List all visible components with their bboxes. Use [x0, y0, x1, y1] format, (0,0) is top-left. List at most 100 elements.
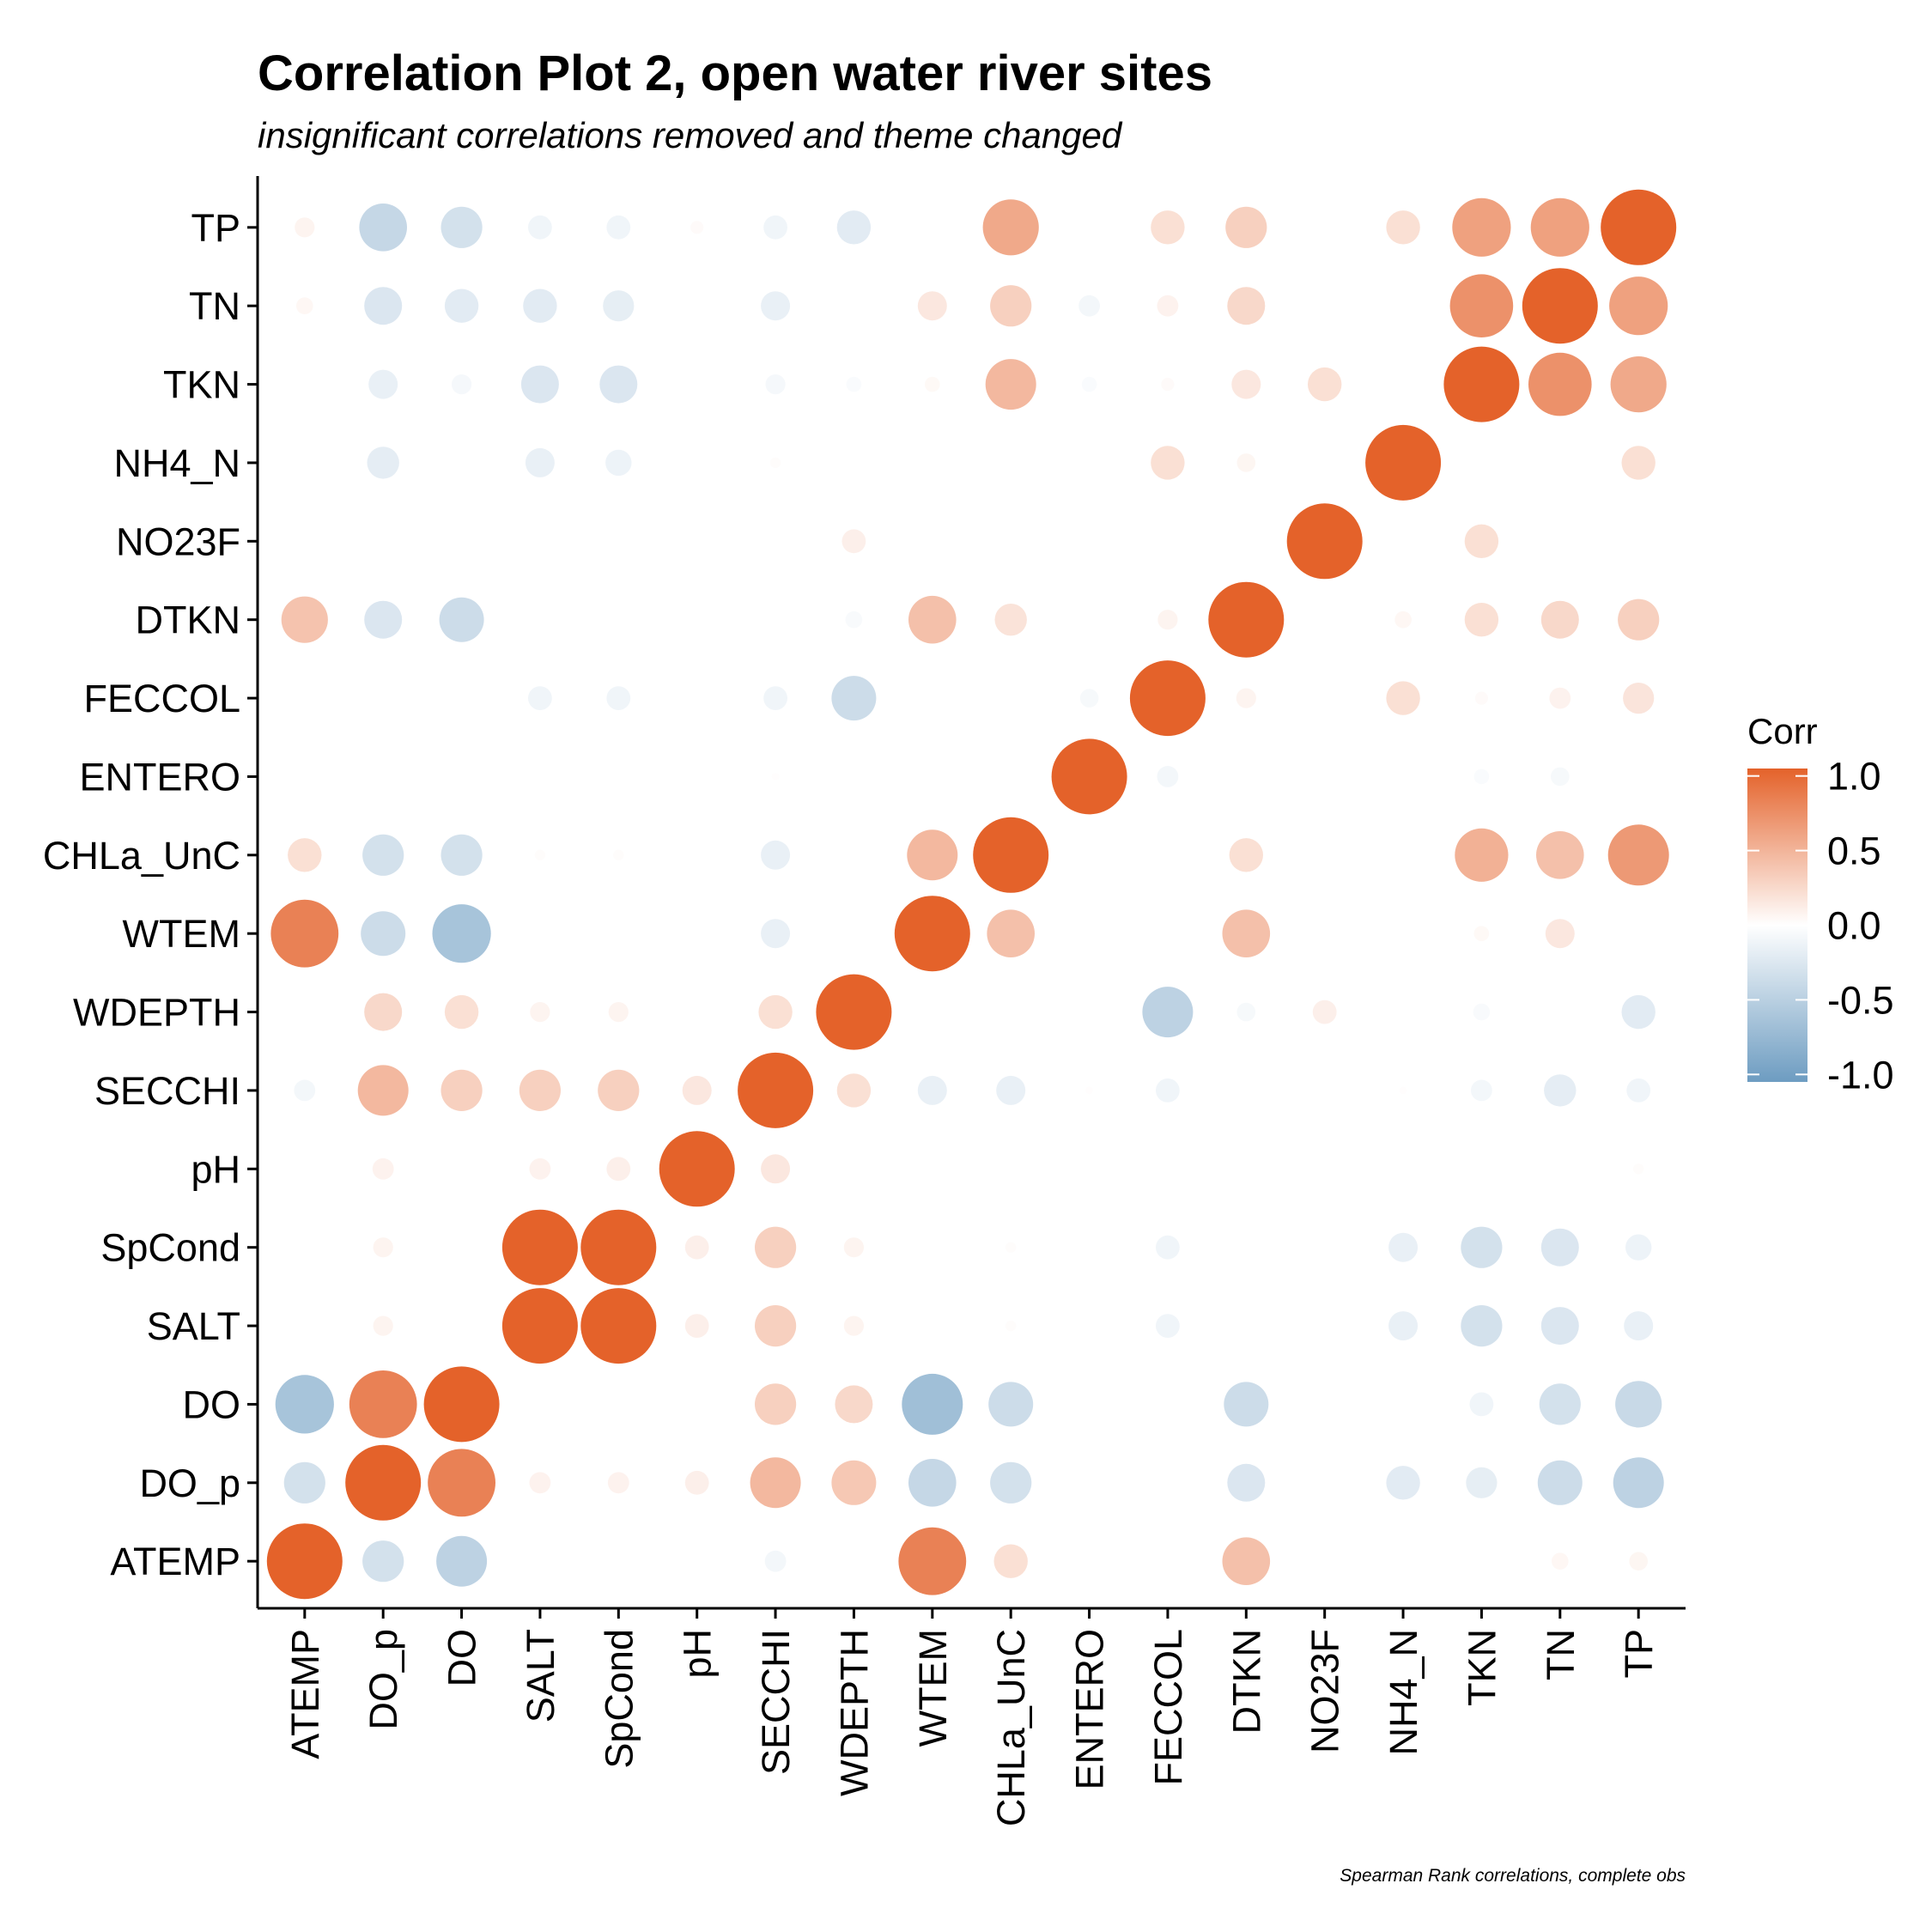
corr-circle-WTEM-WTEM	[894, 896, 970, 972]
corr-circle-CHLa_UnC-DO_p	[362, 834, 404, 876]
legend-title: Corr	[1747, 711, 1818, 751]
corr-circle-DTKN-NH4_N	[1394, 611, 1412, 629]
chart-subtitle: insignificant correlations removed and t…	[258, 115, 1123, 155]
corr-circle-DO-TN	[1539, 1383, 1581, 1425]
corr-circle-DO-TP	[1615, 1381, 1662, 1428]
corr-circle-WTEM-DO	[432, 904, 491, 963]
corr-circle-DO_p-TN	[1537, 1460, 1583, 1505]
corr-circle-TN-DTKN	[1227, 287, 1266, 325]
corr-circle-SpCond-CHLa_UnC	[1005, 1242, 1017, 1253]
corr-circle-DTKN-DTKN	[1208, 581, 1285, 658]
corr-circle-SECCHI-pH	[682, 1075, 712, 1105]
corr-circle-SECCHI-ENTERO	[1085, 1086, 1093, 1095]
corr-circle-SECCHI-SECCHI	[738, 1052, 814, 1128]
corr-circle-DO-ATEMP	[275, 1375, 334, 1434]
corr-circle-SECCHI-TN	[1544, 1074, 1577, 1107]
corr-circle-NH4_N-TP	[1621, 446, 1656, 480]
corr-circle-WTEM-ATEMP	[270, 899, 339, 968]
corr-circle-FECCOL-TP	[1623, 683, 1655, 714]
corr-circle-DO_p-WTEM	[908, 1459, 957, 1507]
corr-circle-SECCHI-TKN	[1471, 1079, 1492, 1102]
x-tick-label-pH: pH	[676, 1629, 720, 1679]
corr-circle-SpCond-pH	[684, 1235, 709, 1260]
corr-circle-DO_p-pH	[684, 1470, 709, 1495]
corr-circle-TP-DO	[440, 206, 483, 248]
corr-circle-NO23F-NO23F	[1286, 503, 1363, 580]
corr-circle-TP-ATEMP	[295, 217, 315, 238]
corr-circle-DO-CHLa_UnC	[988, 1382, 1034, 1427]
corr-circle-ENTERO-SECCHI	[771, 773, 780, 781]
corr-circle-TN-DO_p	[364, 287, 403, 325]
legend: Corr 1.0 0.5 0.0 -0.5 -1.0	[1747, 711, 1894, 1097]
y-tick-label-TN: TN	[189, 284, 240, 328]
corr-circle-pH-SpCond	[606, 1157, 631, 1182]
corr-circle-TN-DO	[444, 289, 479, 323]
y-tick-label-SALT: SALT	[147, 1304, 240, 1348]
corr-circle-TKN-SECCHI	[765, 374, 786, 395]
corr-circle-SALT-SECCHI	[755, 1305, 797, 1347]
corr-circle-TKN-TP	[1610, 356, 1667, 413]
y-tick-label-CHLa_UnC: CHLa_UnC	[43, 834, 240, 878]
corr-circle-DO_p-DTKN	[1227, 1463, 1266, 1502]
corr-circle-SECCHI-TP	[1626, 1078, 1651, 1103]
corr-circle-CHLa_UnC-ATEMP	[288, 838, 322, 872]
corr-circle-SALT-DO_p	[373, 1315, 393, 1336]
corr-circle-DO_p-SpCond	[607, 1472, 629, 1494]
corr-circle-pH-SECCHI	[761, 1154, 791, 1184]
corr-circle-DO-DO_p	[349, 1370, 417, 1438]
corr-circle-pH-TP	[1633, 1163, 1644, 1175]
corr-circle-TKN-TKN	[1443, 346, 1520, 422]
corr-circle-WDEPTH-TP	[1621, 994, 1656, 1030]
corr-circle-FECCOL-WDEPTH	[831, 676, 877, 721]
corr-circle-NH4_N-DO_p	[367, 447, 399, 479]
corr-circle-ATEMP-DO	[436, 1535, 488, 1587]
corr-circle-WTEM-CHLa_UnC	[987, 909, 1035, 957]
corr-circle-ENTERO-FECCOL	[1157, 766, 1179, 787]
corr-circle-FECCOL-SALT	[528, 686, 552, 710]
corr-circle-TP-pH	[690, 221, 704, 234]
x-tick-label-SECCHI: SECCHI	[754, 1629, 798, 1775]
corr-circle-DO-TKN	[1469, 1392, 1494, 1417]
corr-circle-WDEPTH-FECCOL	[1142, 987, 1194, 1038]
corr-circle-DTKN-DO	[439, 597, 484, 642]
corr-circle-SpCond-DO_p	[373, 1237, 393, 1258]
x-tick-label-WDEPTH: WDEPTH	[832, 1629, 876, 1796]
corr-circle-NO23F-WDEPTH	[841, 529, 866, 554]
corr-circle-SALT-TN	[1540, 1307, 1579, 1346]
corr-circle-TKN-DO	[452, 374, 472, 395]
corr-circle-TP-DO_p	[359, 203, 408, 252]
corr-circle-FECCOL-DTKN	[1236, 688, 1256, 708]
corr-circle-SpCond-FECCOL	[1156, 1235, 1180, 1260]
chart-caption: Spearman Rank correlations, complete obs	[1340, 1866, 1686, 1886]
corr-circle-TN-ENTERO	[1078, 295, 1100, 317]
corr-circle-FECCOL-SpCond	[606, 686, 631, 710]
corr-circle-SECCHI-DO_p	[357, 1065, 409, 1116]
corr-circle-SpCond-TKN	[1461, 1226, 1503, 1268]
corr-circle-WTEM-SECCHI	[761, 919, 791, 949]
corr-circle-DTKN-TP	[1618, 598, 1660, 641]
corr-circle-ATEMP-CHLa_UnC	[993, 1544, 1028, 1578]
y-tick-label-ATEMP: ATEMP	[110, 1540, 240, 1583]
corr-circle-WDEPTH-DTKN	[1236, 1002, 1256, 1022]
corr-circle-WDEPTH-SpCond	[608, 1002, 629, 1023]
corr-circle-WTEM-DO_p	[361, 911, 406, 957]
corr-circle-SpCond-SALT	[501, 1209, 578, 1285]
correlation-circles	[266, 189, 1677, 1600]
corr-circle-FECCOL-FECCOL	[1129, 660, 1206, 737]
corr-circle-NH4_N-SpCond	[605, 449, 632, 477]
corr-circle-ATEMP-TP	[1629, 1552, 1648, 1571]
x-tick-label-CHLa_UnC: CHLa_UnC	[989, 1629, 1033, 1826]
corr-circle-NO23F-TKN	[1464, 524, 1499, 558]
corr-circle-CHLa_UnC-TP	[1607, 824, 1669, 886]
y-tick-label-TP: TP	[191, 206, 240, 250]
corr-circle-ATEMP-TN	[1552, 1552, 1569, 1570]
corr-circle-TKN-SpCond	[599, 365, 638, 404]
x-tick-label-DTKN: DTKN	[1224, 1629, 1268, 1735]
corr-circle-WDEPTH-DO_p	[364, 993, 403, 1031]
y-tick-label-SECCHI: SECCHI	[94, 1069, 240, 1113]
corr-circle-DO_p-ATEMP	[283, 1461, 325, 1504]
corr-circle-pH-SALT	[529, 1157, 551, 1180]
corr-circle-TKN-DO_p	[368, 369, 398, 399]
y-tick-label-WTEM: WTEM	[123, 912, 240, 956]
